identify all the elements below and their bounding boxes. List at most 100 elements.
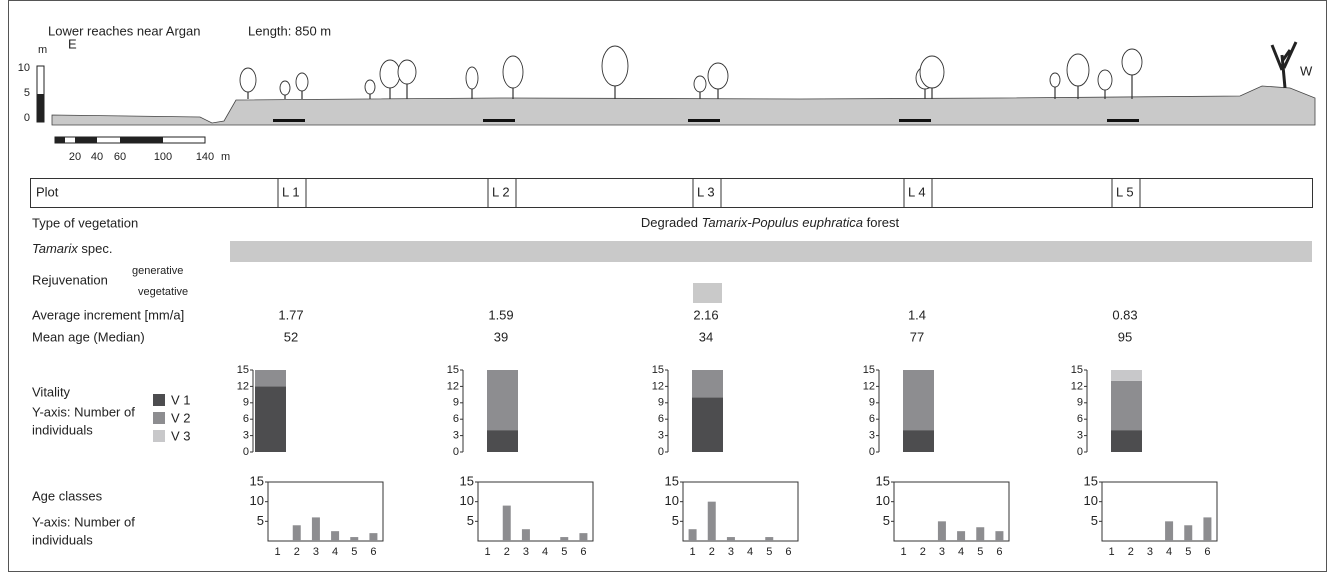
bar-segment <box>903 430 934 452</box>
bar <box>726 537 735 541</box>
text: Tamarix-Populus euphratica <box>702 215 863 230</box>
x-tick-label: 5 <box>766 546 772 558</box>
y-tick-label: 10 <box>460 493 474 508</box>
y-tick-label: 3 <box>658 430 664 442</box>
crown <box>1121 48 1143 76</box>
plot-marker <box>483 119 515 122</box>
legend-swatch <box>153 412 165 424</box>
x-tick-label: 3 <box>313 546 319 558</box>
x-tick-label: 4 <box>958 546 964 558</box>
crown <box>601 45 629 87</box>
text: spec. <box>78 241 113 256</box>
height-bar <box>37 94 44 122</box>
bar <box>292 525 301 541</box>
bar <box>560 537 569 541</box>
bar <box>1184 525 1193 541</box>
x-tick-label: 1 <box>485 546 491 558</box>
x-tick-label: 2 <box>294 546 300 558</box>
y-tick-label: 9 <box>453 397 459 409</box>
legend-label: V 2 <box>171 410 191 425</box>
y-tick-label: 15 <box>460 473 474 488</box>
bar <box>707 501 716 541</box>
x-tick-label: 3 <box>728 546 734 558</box>
mean-age-value: 77 <box>910 329 924 344</box>
y-tick-label: 15 <box>863 364 875 376</box>
x-tick-label: 1 <box>1109 546 1115 558</box>
plot-marker <box>688 119 720 122</box>
y-tick-label: 10 <box>250 493 264 508</box>
y-tick-label: 5 <box>883 513 890 528</box>
x-tick-label: 6 <box>1204 546 1210 558</box>
x-tick-label: 6 <box>785 546 791 558</box>
bar-segment <box>692 370 723 398</box>
mean-age-value: 52 <box>284 329 298 344</box>
y-tick-label: 6 <box>243 413 249 425</box>
crown <box>397 59 417 85</box>
crown <box>465 66 479 90</box>
plot-marker <box>899 119 931 122</box>
bar <box>502 505 511 541</box>
crown <box>693 75 707 93</box>
y-tick-label: 15 <box>652 364 664 376</box>
legend-label: V 1 <box>171 392 191 407</box>
x-tick-label: 5 <box>351 546 357 558</box>
crown <box>919 55 945 89</box>
crown <box>279 80 291 96</box>
crown <box>502 55 524 89</box>
east: E <box>68 36 77 51</box>
bar <box>995 531 1004 541</box>
row-label: Tamarix spec. <box>32 241 112 256</box>
x-tick-label: 6 <box>580 546 586 558</box>
y-tick-label: 12 <box>447 380 459 392</box>
crown <box>1066 53 1090 87</box>
vegetation-value: Degraded Tamarix-Populus euphratica fore… <box>641 215 900 230</box>
crown <box>707 62 729 90</box>
bar-segment <box>1111 370 1142 381</box>
bar <box>688 529 697 541</box>
x-tick-label: 1 <box>690 546 696 558</box>
text: Tamarix <box>32 241 78 256</box>
y-tick-label: 5 <box>1091 513 1098 528</box>
bar <box>350 537 359 541</box>
y-tick-label: 12 <box>863 380 875 392</box>
row-label: individuals <box>32 422 93 437</box>
profile-tick: 5 <box>24 87 30 99</box>
x-tick-label: 5 <box>1185 546 1191 558</box>
plot-area <box>267 481 384 542</box>
increment-value: 2.16 <box>693 307 718 322</box>
mean-age-value: 39 <box>494 329 508 344</box>
y-tick-label: 10 <box>876 493 890 508</box>
y-tick-label: 6 <box>453 413 459 425</box>
dead-tree <box>1270 41 1298 89</box>
plot-row <box>30 178 1313 208</box>
plot-area <box>893 481 1010 542</box>
bar-segment <box>1111 430 1142 452</box>
x-tick-label: 2 <box>709 546 715 558</box>
y-tick-label: 15 <box>876 473 890 488</box>
west: W <box>1300 63 1313 78</box>
x-tick-label: 3 <box>939 546 945 558</box>
increment-value: 1.77 <box>278 307 303 322</box>
scale-label: 60 <box>114 151 126 163</box>
scale-label: 140 <box>196 151 214 163</box>
plot-name: L 2 <box>492 184 510 199</box>
text: Degraded <box>641 215 702 230</box>
x-tick-label: 4 <box>332 546 338 558</box>
y-tick-label: 0 <box>869 446 875 458</box>
crown <box>1049 72 1061 88</box>
legend-swatch <box>153 394 165 406</box>
crown <box>1097 69 1113 91</box>
crown <box>239 67 257 93</box>
row-label: Vitality <box>32 384 71 399</box>
bar <box>579 533 588 541</box>
ground <box>51 85 1316 126</box>
bar <box>937 521 946 541</box>
bar-segment <box>692 397 723 452</box>
legend-label: V 3 <box>171 428 191 443</box>
y-tick-label: 0 <box>243 446 249 458</box>
y-tick-label: 10 <box>1084 493 1098 508</box>
increment-value: 1.59 <box>488 307 513 322</box>
bar <box>1165 521 1174 541</box>
bar <box>331 531 340 541</box>
